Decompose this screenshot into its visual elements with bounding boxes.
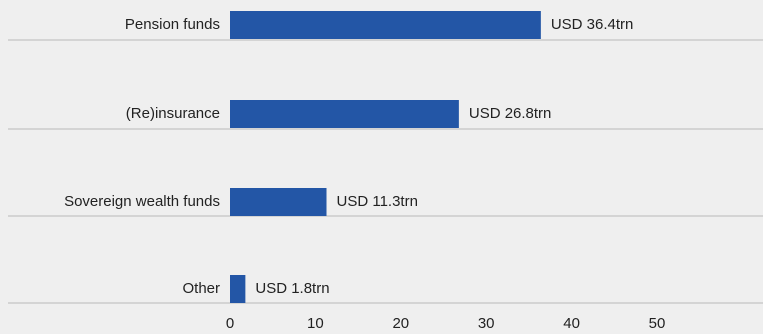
x-axis-tick-labels: 0 10 20 30 40 50 — [226, 315, 666, 332]
data-label: USD 11.3trn — [337, 193, 418, 210]
bar-1 — [230, 100, 459, 128]
bar-2 — [230, 188, 327, 216]
category-label: Pension funds — [125, 16, 220, 33]
x-tick-label: 30 — [478, 315, 495, 332]
x-tick-label: 10 — [307, 315, 324, 332]
bar-3 — [230, 275, 246, 303]
category-label: Other — [182, 280, 220, 297]
data-label: USD 26.8trn — [469, 105, 552, 122]
bars-group — [230, 11, 541, 303]
x-tick-label: 20 — [392, 315, 409, 332]
data-labels: USD 36.4trn USD 26.8trn USD 11.3trn USD 1.8… — [255, 16, 633, 297]
x-tick-label: 0 — [226, 315, 234, 332]
row-separators — [8, 39, 763, 304]
category-labels: Pension funds (Re)insurance Sovereign weal… — [64, 16, 220, 297]
data-label: USD 36.4trn — [551, 16, 634, 33]
bar-0 — [230, 11, 541, 39]
category-label: (Re)insurance — [126, 105, 220, 122]
category-label: Sovereign wealth funds — [64, 193, 220, 210]
x-tick-label: 40 — [563, 315, 580, 332]
x-tick-label: 50 — [649, 315, 666, 332]
data-label: USD 1.8trn — [255, 280, 329, 297]
